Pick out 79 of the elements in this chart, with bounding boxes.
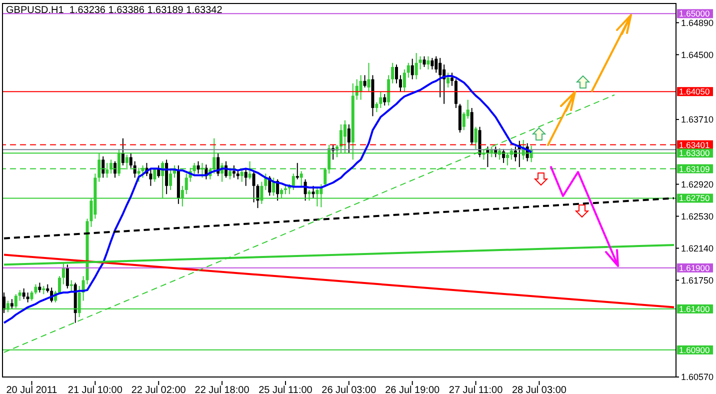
candlestick	[450, 72, 454, 86]
candlestick	[414, 52, 418, 80]
y-tick-label: 1.62920	[681, 179, 714, 190]
x-tick-label: 26 Jul 03:00	[322, 385, 377, 394]
x-tick-label: 27 Jul 11:00	[448, 385, 504, 394]
candlestick	[114, 160, 117, 178]
ref-line-label: 1.61900	[679, 262, 710, 273]
candlestick	[410, 58, 414, 80]
candlestick	[26, 292, 30, 303]
candlestick	[363, 74, 366, 88]
candlestick	[347, 124, 350, 154]
candlestick	[430, 57, 434, 70]
candlestick	[426, 56, 430, 70]
candlestick	[434, 56, 438, 74]
ref-line-label: 1.63401	[679, 140, 710, 150]
candlestick	[406, 62, 410, 78]
y-tick-label: 1.62140	[681, 243, 714, 254]
candlestick	[244, 168, 248, 186]
candlestick	[149, 168, 152, 186]
candlestick	[296, 162, 299, 180]
candlestick	[18, 290, 22, 302]
candlestick	[248, 160, 252, 180]
candlestick	[398, 74, 402, 92]
ref-line-label: 1.60900	[679, 344, 710, 355]
candlestick	[129, 152, 132, 168]
candlestick	[240, 168, 244, 182]
candlestick	[418, 56, 422, 70]
candlestick	[438, 57, 442, 98]
y-tick-label: 1.64500	[681, 50, 714, 60]
y-tick-label: 1.60570	[681, 372, 714, 382]
x-tick-label: 28 Jul 03:00	[512, 385, 567, 394]
candlestick	[66, 264, 69, 289]
candlestick	[383, 94, 386, 106]
candlestick	[474, 126, 478, 150]
candlestick	[232, 164, 236, 178]
x-tick-label: 22 Jul 18:00	[194, 385, 250, 394]
candlestick	[102, 156, 105, 178]
candlestick	[379, 91, 382, 108]
candlestick	[402, 68, 406, 92]
candlestick	[395, 64, 398, 84]
candlestick	[292, 173, 295, 190]
candlestick	[165, 159, 168, 195]
x-tick-label: 20 Jul 2011	[6, 385, 58, 394]
ref-line-label: 1.63109	[679, 164, 710, 174]
y-tick-label: 1.61750	[681, 275, 714, 286]
x-tick-label: 22 Jul 02:00	[131, 385, 186, 394]
x-tick-label: 25 Jul 11:00	[258, 385, 313, 394]
candlestick	[264, 173, 268, 190]
candlestick	[196, 160, 200, 174]
candlestick	[454, 78, 458, 108]
candlestick	[462, 112, 466, 131]
y-tick-label: 1.63710	[681, 114, 714, 125]
chart-title: GBPUSD.H1 1.63236 1.63386 1.63189 1.63342	[6, 5, 222, 16]
candlestick	[121, 138, 124, 166]
candlestick	[359, 74, 362, 100]
x-tick-label: 26 Jul 19:00	[385, 385, 440, 394]
candlestick	[391, 62, 394, 84]
ref-line-label: 1.63300	[679, 148, 710, 158]
ref-line-label: 1.61400	[679, 304, 710, 314]
y-tick-label: 1.64890	[681, 18, 714, 28]
candlestick	[367, 62, 370, 92]
candlestick	[184, 173, 188, 195]
candlestick	[38, 282, 42, 294]
candlestick	[422, 56, 426, 68]
candlestick	[169, 168, 172, 190]
ref-line-label: 1.64050	[679, 86, 710, 97]
candlestick	[446, 72, 450, 88]
candlestick	[387, 74, 390, 106]
y-tick-label: 1.62530	[681, 211, 714, 222]
ref-line-label: 1.65000	[679, 8, 710, 19]
candlestick	[10, 298, 14, 310]
candlestick	[157, 164, 160, 178]
x-tick-label: 21 Jul 10:00	[68, 385, 123, 394]
candlestick	[22, 288, 26, 300]
candlestick	[312, 185, 315, 199]
candlestick	[228, 167, 232, 180]
candlestick	[375, 102, 378, 113]
candlestick	[70, 280, 73, 294]
ref-line-label: 1.62750	[679, 193, 710, 204]
